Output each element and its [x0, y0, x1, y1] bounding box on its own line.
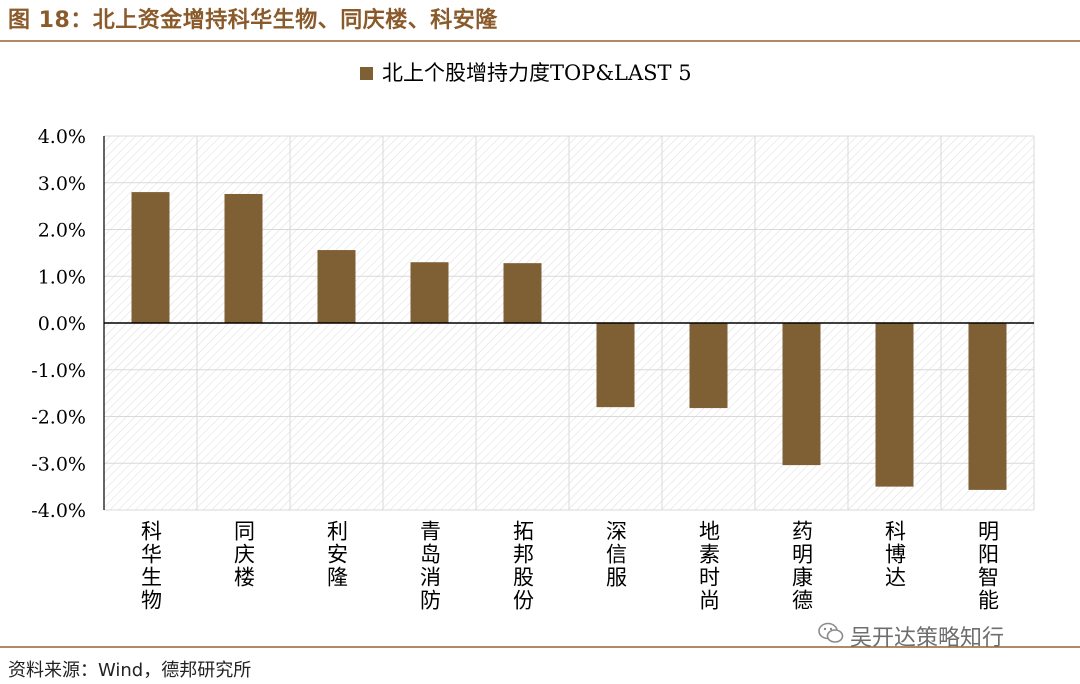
bar-1 [131, 192, 170, 323]
y-tick-label: 3.0% [38, 173, 86, 195]
y-tick-label: -4.0% [31, 500, 86, 522]
bottom-rule [0, 646, 1080, 648]
bar-7 [689, 323, 728, 409]
x-category-label: 明阳智能 [976, 520, 1000, 612]
y-tick-label: 1.0% [38, 266, 86, 288]
x-category-label: 青岛消防 [418, 520, 442, 612]
y-tick-label: 2.0% [38, 220, 86, 242]
y-tick-label: 0.0% [38, 313, 86, 335]
y-tick-label: 4.0% [38, 126, 86, 148]
x-category-label: 利安隆 [325, 520, 349, 589]
bar-chart: 4.0% 3.0% 2.0% 1.0% 0.0% -1.0% -2.0% -3.0% -4.0%… [31, 61, 1035, 612]
x-category-label: 药明康德 [790, 520, 814, 612]
legend-label: 北上个股增持力度TOP&LAST 5 [382, 61, 692, 85]
x-category-label: 科华生物 [139, 520, 163, 612]
bar-9 [875, 323, 914, 487]
bar-2 [224, 193, 263, 323]
bar-4 [410, 262, 449, 323]
bar-8 [782, 323, 821, 466]
y-tick-label: -3.0% [31, 453, 86, 475]
x-category-label: 地素时尚 [697, 520, 721, 612]
legend-swatch [360, 67, 373, 80]
bar-5 [503, 263, 542, 323]
watermark: 吴开达策略知行 [818, 620, 1004, 652]
top-rule [0, 40, 1080, 42]
y-tick-label: -1.0% [31, 360, 86, 382]
bar-10 [968, 323, 1007, 490]
wechat-icon [818, 622, 844, 650]
bar-3 [317, 250, 356, 323]
x-category-label: 深信服 [604, 520, 628, 589]
x-category-label: 科博达 [883, 520, 907, 589]
x-category-label: 拓邦股份 [511, 520, 535, 612]
watermark-text: 吴开达策略知行 [850, 626, 1005, 651]
bar-6 [596, 323, 635, 408]
y-tick-label: -2.0% [31, 407, 86, 429]
source-note: 资料来源：Wind，德邦研究所 [8, 660, 252, 681]
x-category-label: 同庆楼 [232, 520, 256, 589]
figure-title: 图 18：北上资金增持科华生物、同庆楼、科安隆 [8, 8, 498, 33]
